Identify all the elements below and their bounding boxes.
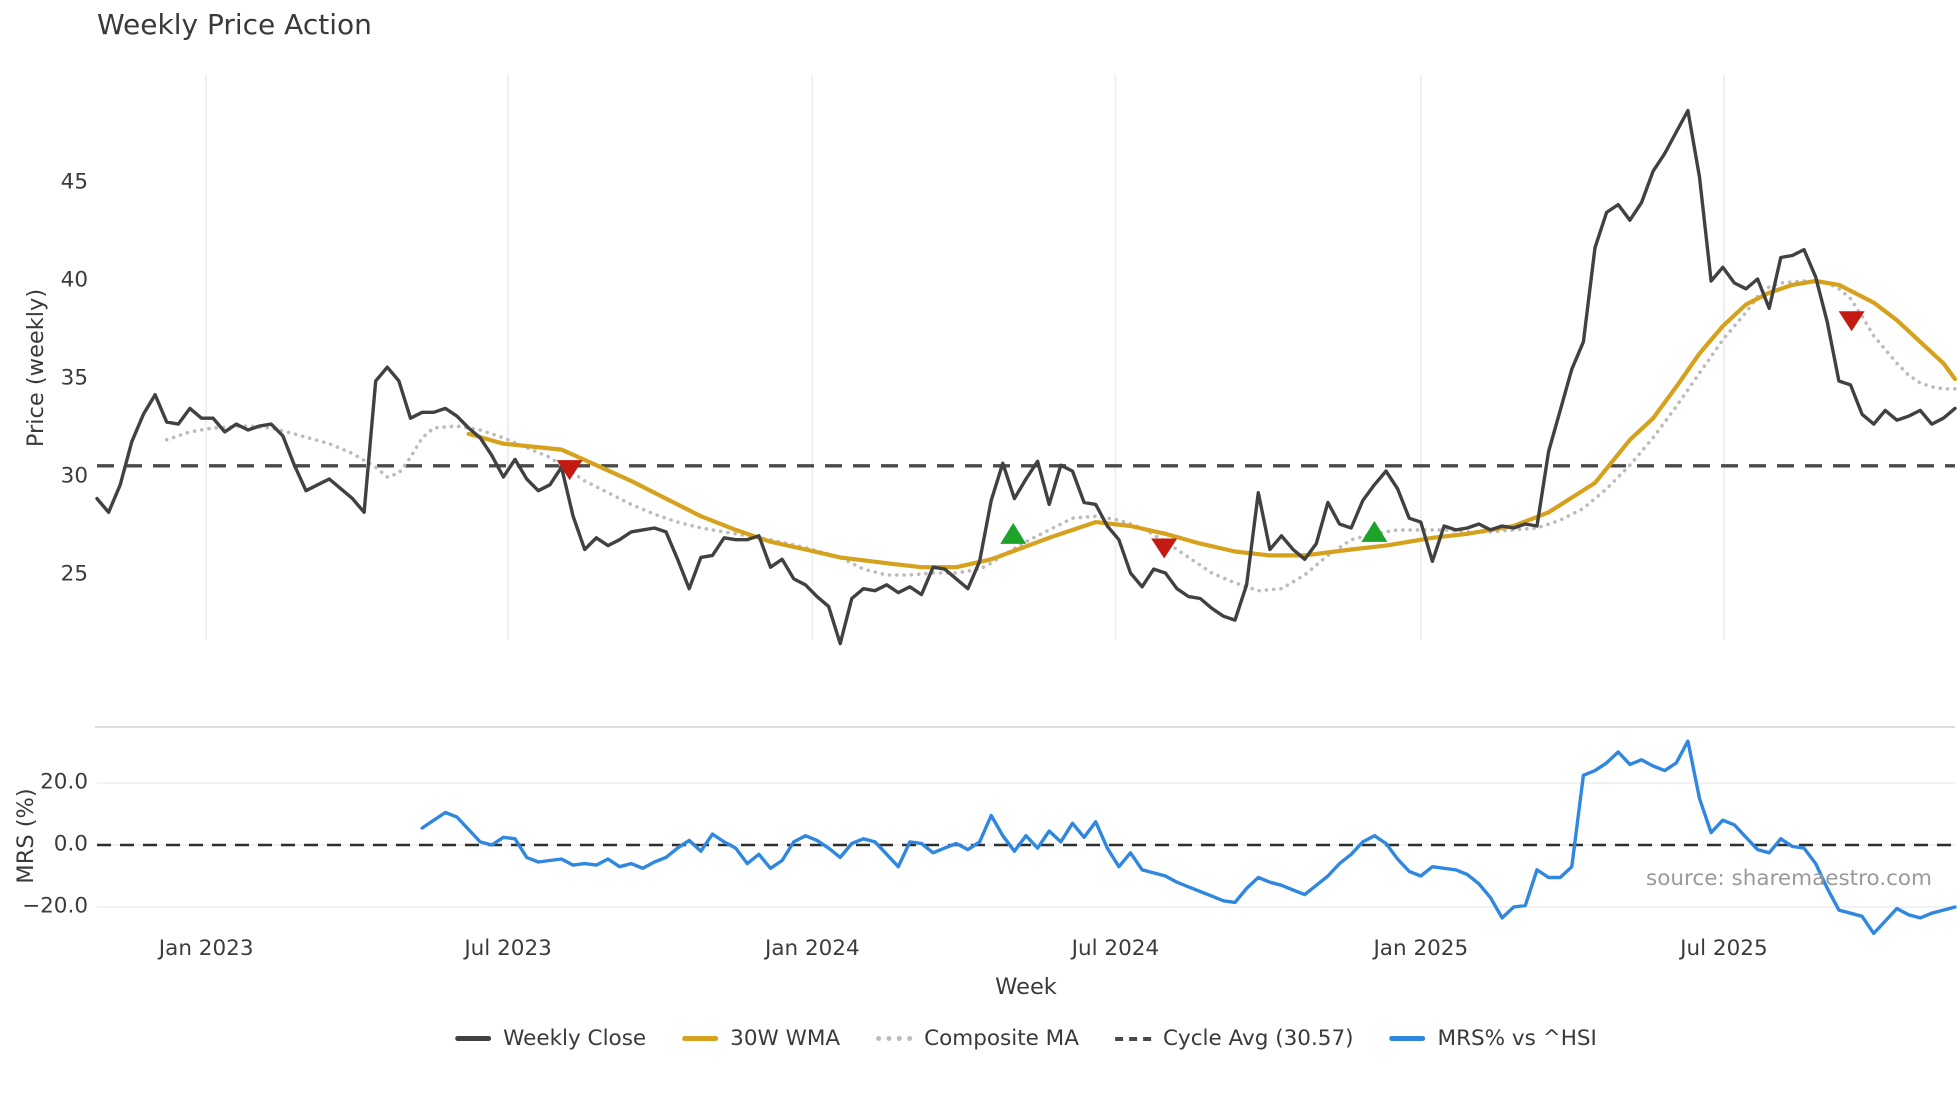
- sell-signal-marker: [1838, 311, 1865, 332]
- legend-item-30w-wma: 30W WMA: [682, 1026, 840, 1051]
- legend-item-cycle-avg: Cycle Avg (30.57): [1114, 1026, 1354, 1051]
- mrs-line-swatch-icon: [1389, 1036, 1426, 1041]
- xtick-jan-2023: Jan 2023: [158, 936, 254, 961]
- sell-signal-marker: [1151, 538, 1178, 559]
- cycle-avg-line-swatch-icon: [1114, 1036, 1151, 1041]
- source-credit: source: sharemaestro.com: [1646, 866, 1932, 891]
- buy-signal-marker: [1000, 522, 1027, 544]
- mrs-ytick-20: 20.0: [40, 769, 88, 795]
- sell-signal-marker: [556, 460, 583, 481]
- xtick-jul-2024: Jul 2024: [1071, 936, 1160, 961]
- legend-item-mrs: MRS% vs ^HSI: [1389, 1026, 1597, 1051]
- mrs-ytick-neg20: −20.0: [22, 893, 88, 919]
- buy-signal-marker: [1361, 520, 1388, 542]
- legend-item-composite-ma: Composite MA: [876, 1026, 1079, 1051]
- chart-title: Weekly Price Action: [97, 8, 372, 41]
- price-axis-label: Price (weekly): [23, 288, 49, 448]
- mrs-ytick-0: 0.0: [53, 831, 88, 857]
- xtick-jul-2025: Jul 2025: [1680, 936, 1768, 961]
- weekly-close-line-swatch-icon: [455, 1036, 492, 1041]
- xtick-jan-2024: Jan 2024: [764, 936, 860, 961]
- composite-ma-line-swatch-icon: [876, 1036, 913, 1041]
- price-ytick-45: 45: [60, 169, 88, 195]
- legend-label: Weekly Close: [503, 1026, 647, 1051]
- legend-label: 30W WMA: [730, 1026, 841, 1051]
- legend: Weekly Close 30W WMA Composite MA Cycle …: [455, 1026, 1597, 1051]
- mrs-axis-label: MRS (%): [13, 788, 39, 884]
- wma-line-swatch-icon: [682, 1036, 719, 1041]
- xtick-jul-2023: Jul 2023: [464, 936, 552, 961]
- x-axis-label: Week: [995, 974, 1057, 1000]
- legend-label: Cycle Avg (30.57): [1162, 1026, 1354, 1051]
- price-ytick-35: 35: [60, 365, 88, 391]
- legend-label: MRS% vs ^HSI: [1437, 1026, 1597, 1051]
- xtick-jan-2025: Jan 2025: [1373, 936, 1469, 961]
- price-ytick-40: 40: [60, 267, 88, 293]
- price-ytick-30: 30: [60, 463, 88, 489]
- legend-label: Composite MA: [924, 1026, 1079, 1051]
- legend-item-weekly-close: Weekly Close: [455, 1026, 646, 1051]
- price-ytick-25: 25: [60, 561, 88, 587]
